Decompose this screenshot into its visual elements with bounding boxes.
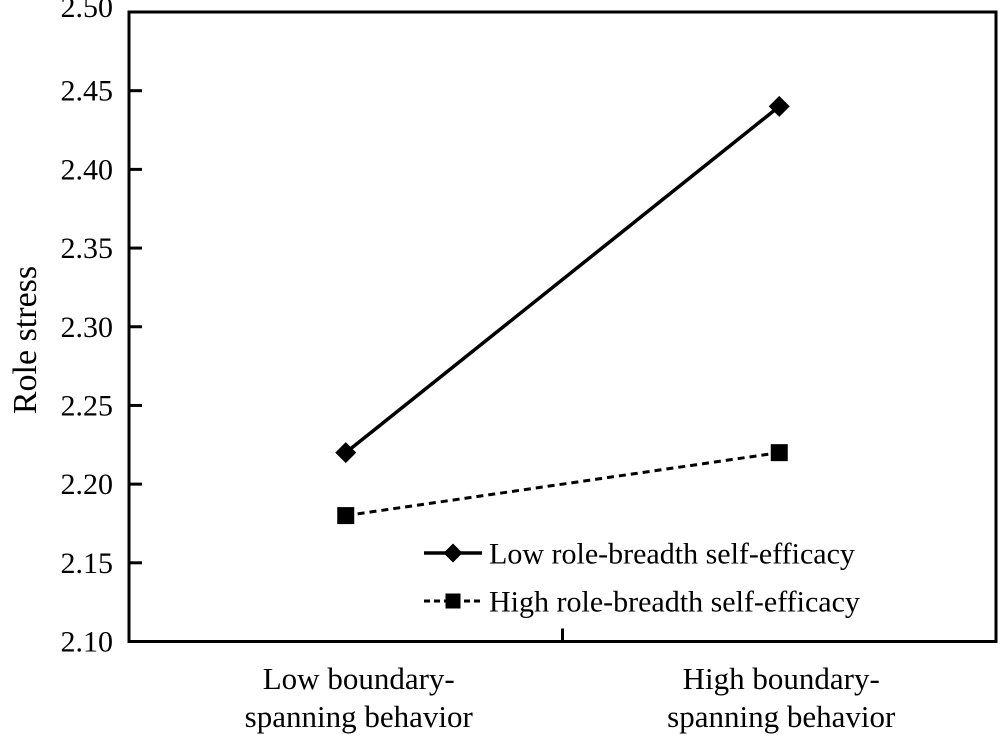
y-tick-label: 2.45 [61,75,114,108]
legend-entry: High role-breadth self-efficacy [424,586,860,619]
data-point-square [337,507,355,525]
y-tick-label: 2.20 [61,468,114,501]
legend-label: Low role-breadth self-efficacy [489,538,855,571]
y-tick-label: 2.35 [61,232,114,265]
legend-entry: Low role-breadth self-efficacy [424,538,855,571]
series-high-rbse [337,444,788,525]
x-category-label: High boundary-spanning behavior [667,661,896,734]
y-axis-title: Role stress [7,266,44,414]
y-tick-label: 2.25 [61,389,114,422]
y-tick-label: 2.30 [61,311,114,344]
y-tick-label: 2.40 [61,153,114,186]
series-line [344,105,781,455]
legend-square-marker [445,593,461,609]
series-low-rbse [335,95,790,464]
y-tick-label: 2.15 [61,547,114,580]
legend: Low role-breadth self-efficacy High role-… [424,538,860,619]
y-tick-label: 2.50 [61,0,114,24]
y-tick-label: 2.10 [61,626,114,659]
x-category-label: Low boundary-spanning behavior [245,661,474,734]
data-point-square [770,444,788,462]
data-point-diamond [768,95,790,117]
series-line [345,451,780,518]
legend-diamond-marker [443,543,463,563]
legend-label: High role-breadth self-efficacy [489,586,860,619]
data-point-diamond [335,442,357,464]
